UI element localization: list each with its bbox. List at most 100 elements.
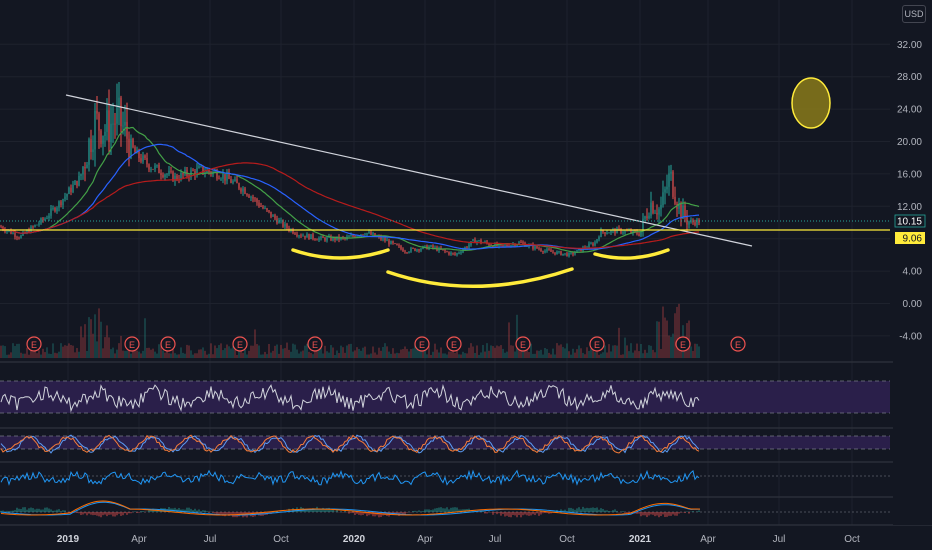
candle-body[interactable] [88, 139, 90, 165]
candle-body[interactable] [458, 252, 460, 254]
candle-body[interactable] [154, 165, 156, 170]
candle-body[interactable] [502, 244, 504, 246]
candle-body[interactable] [264, 208, 266, 210]
candle-body[interactable] [380, 236, 382, 240]
candle-body[interactable] [590, 243, 592, 245]
candle-body[interactable] [106, 110, 108, 132]
candle-body[interactable] [70, 187, 72, 193]
candle-body[interactable] [572, 252, 574, 255]
earnings-marker[interactable]: E [675, 336, 691, 352]
candle-body[interactable] [492, 245, 494, 248]
candle-body[interactable] [242, 188, 244, 192]
candle-body[interactable] [84, 166, 86, 169]
candle-body[interactable] [368, 231, 370, 233]
candle-body[interactable] [200, 165, 202, 167]
candle-body[interactable] [306, 234, 308, 238]
candle-body[interactable] [312, 234, 314, 239]
candle-body[interactable] [340, 237, 342, 240]
candle-body[interactable] [172, 171, 174, 182]
candle-body[interactable] [392, 241, 394, 244]
candle-body[interactable] [414, 248, 416, 251]
candle-body[interactable] [230, 179, 232, 183]
candle-body[interactable] [112, 123, 114, 125]
candle-body[interactable] [632, 230, 634, 234]
candle-body[interactable] [390, 241, 392, 245]
candle-body[interactable] [648, 215, 650, 219]
candle-body[interactable] [226, 173, 228, 181]
candle-body[interactable] [424, 245, 426, 247]
candle-body[interactable] [222, 174, 224, 179]
candle-body[interactable] [600, 229, 602, 238]
candle-body[interactable] [588, 243, 590, 248]
candle-body[interactable] [592, 243, 594, 246]
candle-body[interactable] [404, 251, 406, 253]
candle-body[interactable] [374, 233, 376, 237]
candle-body[interactable] [76, 180, 78, 186]
candle-body[interactable] [526, 246, 528, 247]
indicator-panes[interactable]: 80.0040.000.000.00%0.00 [0, 361, 932, 526]
candle-body[interactable] [238, 183, 240, 189]
candle-body[interactable] [66, 194, 68, 197]
candle-body[interactable] [198, 166, 200, 169]
candle-body[interactable] [0, 226, 2, 228]
candle-body[interactable] [130, 138, 132, 159]
candle-body[interactable] [64, 196, 66, 200]
candle-body[interactable] [6, 230, 8, 232]
candle-body[interactable] [146, 158, 148, 165]
candle-body[interactable] [182, 173, 184, 175]
candle-body[interactable] [300, 235, 302, 237]
earnings-marker[interactable]: E [589, 336, 605, 352]
candle-body[interactable] [90, 139, 92, 153]
candle-body[interactable] [684, 205, 686, 217]
candle-body[interactable] [354, 236, 356, 238]
candle-body[interactable] [160, 173, 162, 176]
candle-body[interactable] [104, 131, 106, 136]
candle-body[interactable] [194, 170, 196, 176]
candle-body[interactable] [542, 251, 544, 253]
candle-body[interactable] [318, 238, 320, 241]
price-axis[interactable]: 32.0028.0024.0020.0016.0012.008.004.000.… [893, 0, 932, 525]
candle-body[interactable] [22, 232, 24, 236]
candle-body[interactable] [348, 236, 350, 238]
candle-body[interactable] [268, 210, 270, 212]
candle-body[interactable] [456, 253, 458, 255]
candle-body[interactable] [450, 252, 452, 255]
candle-body[interactable] [388, 240, 390, 245]
candle-body[interactable] [110, 123, 112, 142]
candle-body[interactable] [98, 113, 100, 131]
candle-body[interactable] [334, 237, 336, 240]
candle-body[interactable] [406, 252, 408, 254]
candle-body[interactable] [480, 240, 482, 243]
candle-body[interactable] [666, 186, 668, 190]
candle-body[interactable] [144, 155, 146, 159]
earnings-marker[interactable]: E [730, 336, 746, 352]
drawings[interactable] [0, 77, 890, 288]
candle-body[interactable] [534, 246, 536, 249]
candle-body[interactable] [372, 233, 374, 235]
currency-badge[interactable]: USD [902, 5, 926, 23]
candle-body[interactable] [20, 235, 22, 239]
candle-body[interactable] [674, 196, 676, 204]
candle-body[interactable] [638, 234, 640, 236]
candle-body[interactable] [224, 174, 226, 181]
earnings-marker[interactable]: E [515, 336, 531, 352]
candle-body[interactable] [680, 203, 682, 220]
candle-body[interactable] [258, 202, 260, 207]
candle-body[interactable] [282, 220, 284, 227]
candle-body[interactable] [448, 252, 450, 255]
candle-body[interactable] [158, 164, 160, 174]
candle-body[interactable] [14, 233, 16, 237]
candle-body[interactable] [86, 164, 88, 169]
earnings-marker[interactable]: E [160, 336, 176, 352]
candle-body[interactable] [552, 251, 554, 253]
candle-body[interactable] [320, 236, 322, 239]
time-axis[interactable]: 2019 Apr Jul Oct 2020 Apr Jul Oct 2021 Apr Jul Oct [0, 526, 932, 550]
candle-body[interactable] [74, 180, 76, 185]
candle-body[interactable] [234, 179, 236, 182]
candle-body[interactable] [506, 244, 508, 247]
candle-body[interactable] [464, 247, 466, 250]
candle-body[interactable] [484, 241, 486, 243]
candle-body[interactable] [550, 250, 552, 252]
candle-body[interactable] [232, 181, 234, 183]
